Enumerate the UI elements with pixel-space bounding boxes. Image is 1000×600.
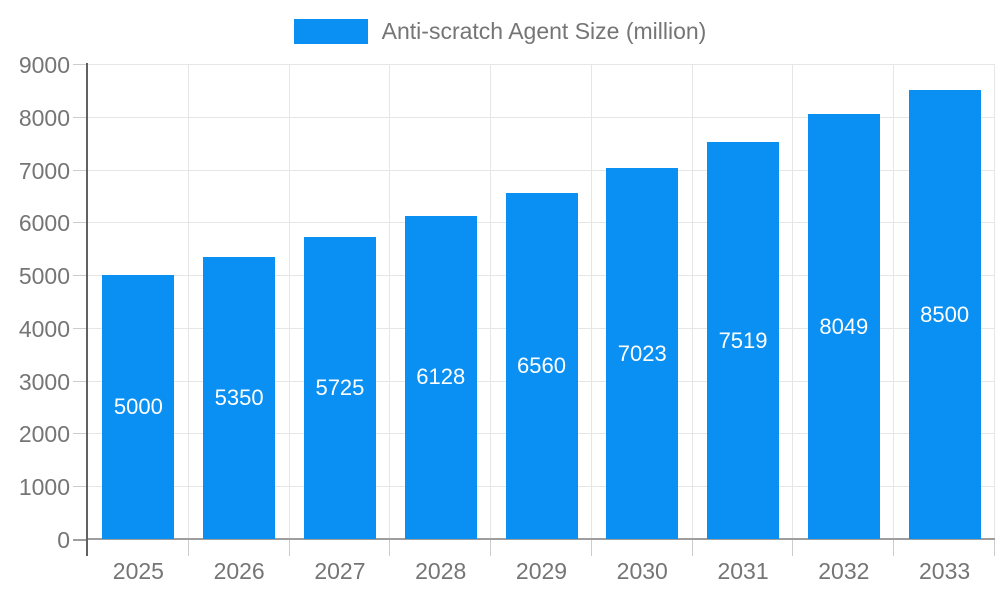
x-tick-label: 2026 bbox=[213, 558, 265, 584]
y-tick bbox=[73, 433, 88, 435]
legend-label: Anti-scratch Agent Size (million) bbox=[381, 17, 707, 44]
y-tick bbox=[73, 222, 88, 224]
y-axis-line bbox=[86, 63, 88, 556]
x-tick bbox=[994, 540, 995, 556]
bar: 5000 bbox=[102, 275, 175, 539]
x-tick bbox=[389, 540, 391, 556]
bar-value-label: 7519 bbox=[718, 327, 768, 353]
x-tick bbox=[288, 540, 290, 556]
bar-value-label: 6128 bbox=[416, 364, 466, 390]
y-tick bbox=[73, 169, 88, 171]
x-baseline bbox=[87, 538, 995, 540]
bar-value-label: 6560 bbox=[517, 352, 566, 378]
bar: 5350 bbox=[203, 256, 276, 539]
y-tick bbox=[73, 486, 88, 488]
h-gridline bbox=[88, 169, 995, 171]
x-tick bbox=[590, 540, 592, 556]
x-tick-label: 2029 bbox=[515, 558, 568, 584]
y-tick bbox=[73, 275, 88, 277]
x-tick bbox=[893, 540, 895, 556]
y-tick-label: 6000 bbox=[18, 210, 70, 237]
v-gridline bbox=[187, 65, 189, 540]
y-tick-label: 7000 bbox=[18, 157, 70, 184]
y-tick bbox=[73, 116, 88, 118]
x-tick-label: 2032 bbox=[818, 558, 870, 584]
bar: 6128 bbox=[404, 215, 477, 539]
bar: 8500 bbox=[908, 90, 981, 539]
x-tick-label: 2028 bbox=[415, 558, 467, 584]
y-tick-label: 2000 bbox=[18, 421, 70, 448]
y-tick bbox=[73, 539, 88, 541]
y-tick bbox=[73, 327, 88, 329]
y-tick-label: 5000 bbox=[18, 263, 70, 290]
v-gridline bbox=[490, 65, 492, 540]
bar-value-label: 8500 bbox=[920, 301, 970, 327]
bar-value-label: 8049 bbox=[819, 313, 869, 339]
bar-value-label: 5725 bbox=[315, 374, 365, 400]
x-tick-label: 2025 bbox=[112, 558, 164, 584]
bar: 6560 bbox=[505, 192, 578, 539]
v-gridline bbox=[389, 65, 391, 540]
x-tick bbox=[792, 540, 794, 556]
y-tick-label: 1000 bbox=[18, 474, 70, 501]
bar-value-label: 5000 bbox=[113, 394, 163, 420]
v-gridline bbox=[893, 65, 895, 540]
y-tick-label: 9000 bbox=[18, 52, 70, 78]
x-tick bbox=[490, 540, 492, 556]
bar-value-label: 7023 bbox=[617, 340, 667, 366]
y-tick-label: 0 bbox=[57, 527, 70, 553]
v-gridline bbox=[691, 65, 693, 540]
legend: Anti-scratch Agent Size (million) bbox=[0, 14, 1000, 48]
x-tick-label: 2027 bbox=[314, 558, 366, 584]
bar: 8049 bbox=[807, 114, 880, 539]
y-tick-label: 4000 bbox=[18, 315, 70, 342]
bar: 5725 bbox=[303, 236, 376, 539]
y-tick-label: 3000 bbox=[18, 368, 70, 395]
bar: 7519 bbox=[707, 142, 780, 539]
v-gridline bbox=[994, 65, 995, 540]
v-gridline bbox=[590, 65, 592, 540]
v-gridline bbox=[288, 65, 290, 540]
y-tick bbox=[73, 64, 88, 65]
y-tick-label: 8000 bbox=[18, 104, 70, 131]
bar: 7023 bbox=[606, 168, 679, 539]
v-gridline bbox=[792, 65, 794, 540]
x-tick-label: 2030 bbox=[616, 558, 668, 584]
bar-value-label: 5350 bbox=[214, 384, 264, 410]
x-tick-label: 2033 bbox=[919, 558, 971, 584]
h-gridline bbox=[88, 64, 995, 65]
x-tick-label: 2031 bbox=[717, 558, 769, 584]
h-gridline bbox=[88, 116, 995, 118]
x-tick bbox=[691, 540, 693, 556]
legend-swatch bbox=[293, 18, 368, 44]
x-tick bbox=[187, 540, 189, 556]
y-tick bbox=[73, 380, 88, 382]
